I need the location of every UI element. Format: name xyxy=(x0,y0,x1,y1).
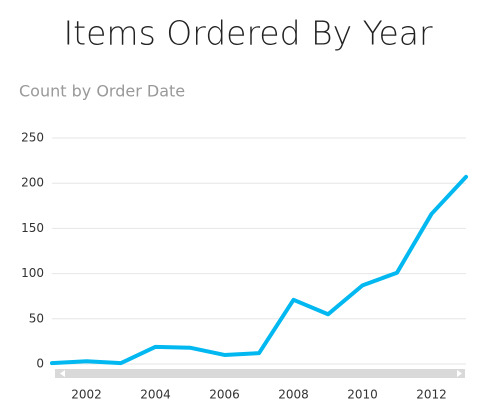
y-tick-label: 100 xyxy=(21,266,44,280)
scrollbar[interactable] xyxy=(55,369,465,378)
y-tick-label: 250 xyxy=(21,131,44,145)
chart-title: Items Ordered By Year xyxy=(63,14,433,53)
y-tick-label: 200 xyxy=(21,176,44,190)
scroll-left[interactable] xyxy=(60,370,65,377)
line xyxy=(50,174,468,366)
y-tick-label: 50 xyxy=(29,311,44,325)
x-tick-label: 2012 xyxy=(416,388,447,402)
y-tick-label: 150 xyxy=(21,221,44,235)
x-tick-label: 2010 xyxy=(347,388,378,402)
chart-subtitle: Count by Order Date xyxy=(19,82,185,101)
x-tick-label: 2006 xyxy=(209,388,240,402)
scroll-right[interactable] xyxy=(457,370,462,377)
x-tick-label: 2008 xyxy=(278,388,309,402)
x-tick-label: 2002 xyxy=(71,388,102,402)
y-tick-label: 0 xyxy=(36,357,44,371)
x-tick-label: 2004 xyxy=(140,388,171,402)
